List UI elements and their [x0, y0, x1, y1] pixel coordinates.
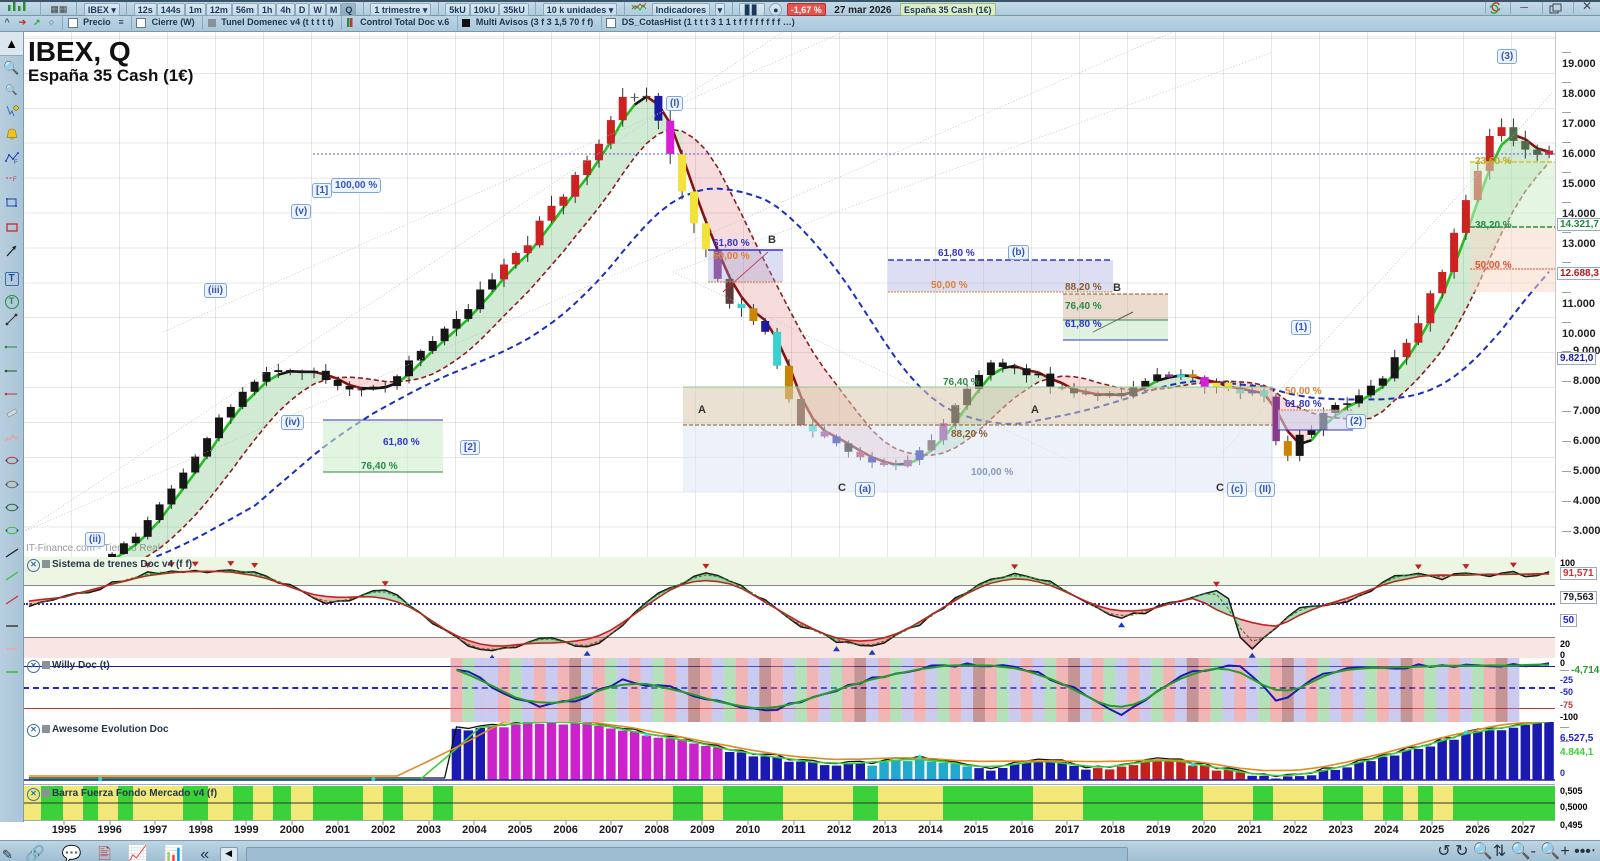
svg-text:F: F — [13, 177, 17, 183]
svg-text:F: F — [14, 160, 18, 165]
